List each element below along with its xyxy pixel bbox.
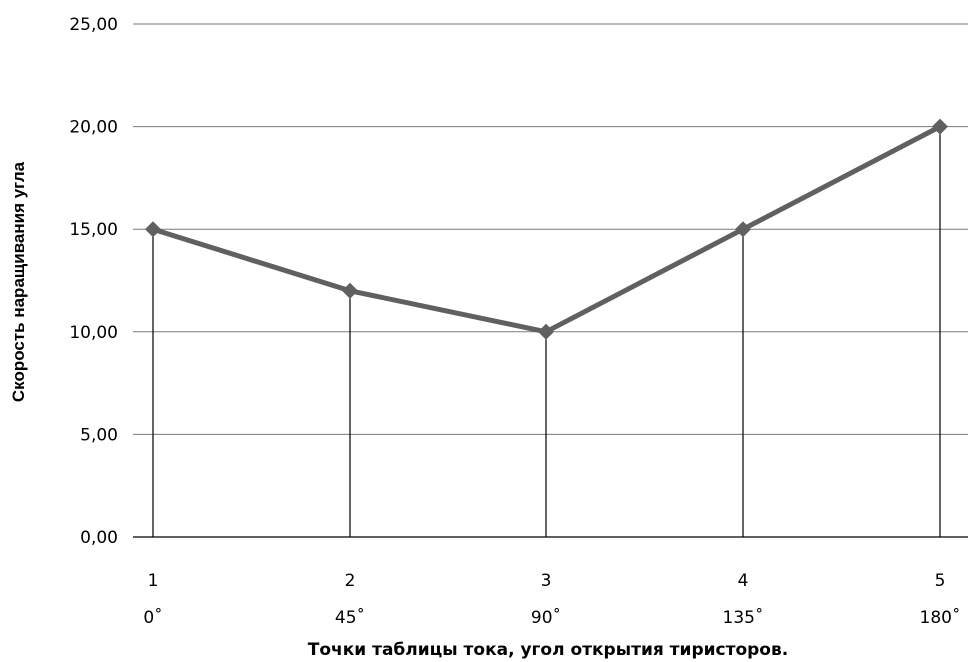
x-tick-sublabel: 135˚ [723, 607, 764, 628]
y-tick-labels: 0,00 5,00 10,00 15,00 20,00 25,00 [69, 15, 118, 548]
x-tick-label: 3 [541, 571, 552, 591]
y-axis-title: Скорость наращивания угла [9, 161, 28, 402]
x-tick-sublabel: 0˚ [143, 607, 162, 628]
x-tick-sublabel: 90˚ [531, 607, 561, 628]
data-point [145, 221, 161, 238]
x-tick-sublabel: 45˚ [335, 607, 365, 628]
y-tick-label: 15,00 [69, 220, 118, 240]
x-axis-title: Точки таблицы тока, угол открытия тирист… [308, 640, 788, 660]
x-tick-label: 5 [935, 571, 946, 591]
x-tick-label: 2 [345, 571, 356, 591]
y-tick-label: 25,00 [69, 15, 118, 35]
data-point [932, 118, 948, 135]
series-group [145, 118, 948, 340]
y-tick-label: 20,00 [69, 118, 118, 138]
x-tick-sublabel: 180˚ [920, 607, 961, 628]
drop-lines [152, 126, 941, 537]
x-tick-label: 1 [148, 571, 159, 591]
y-tick-label: 10,00 [69, 323, 118, 343]
y-tick-label: 5,00 [80, 425, 118, 445]
grid-lines [133, 23, 968, 435]
x-tick-label: 4 [738, 571, 749, 591]
data-point [342, 282, 358, 299]
y-tick-label: 0,00 [80, 528, 118, 548]
x-tick-labels: 1 0˚ 2 45˚ 3 90˚ 4 135˚ 5 180˚ [143, 571, 960, 628]
data-point [735, 221, 751, 238]
data-point [538, 323, 554, 340]
